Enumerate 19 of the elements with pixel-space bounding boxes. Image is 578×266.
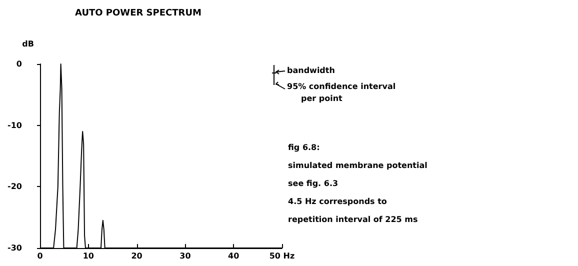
- x-tick-label: 10: [82, 252, 94, 260]
- x-tick-label: 40: [228, 252, 240, 260]
- y-tick-label: 0: [16, 60, 22, 68]
- x-tick-label: 50 Hz: [269, 252, 295, 260]
- text: 4.5 Hz corresponds to: [288, 196, 387, 208]
- text: repetition interval of 225 ms: [288, 214, 418, 226]
- text: bandwidth: [287, 65, 335, 77]
- caption: fig 6.8:: [288, 142, 320, 154]
- y-tick-label: -10: [8, 120, 22, 130]
- x-tick-label: 20: [131, 252, 143, 260]
- text: 95% confidence interval per point: [287, 81, 396, 105]
- text: simulated membrane potential: [288, 160, 428, 172]
- y-tick-label: -30: [8, 244, 22, 252]
- chart-title: AUTO POWER SPECTRUM: [75, 8, 202, 18]
- text: see fig. 6.3: [288, 178, 338, 190]
- y-tick-label: -20: [8, 182, 22, 192]
- y-axis-title: dB: [22, 40, 34, 48]
- x-tick-label: 0: [37, 252, 44, 260]
- x-tick-label: 30: [180, 252, 192, 260]
